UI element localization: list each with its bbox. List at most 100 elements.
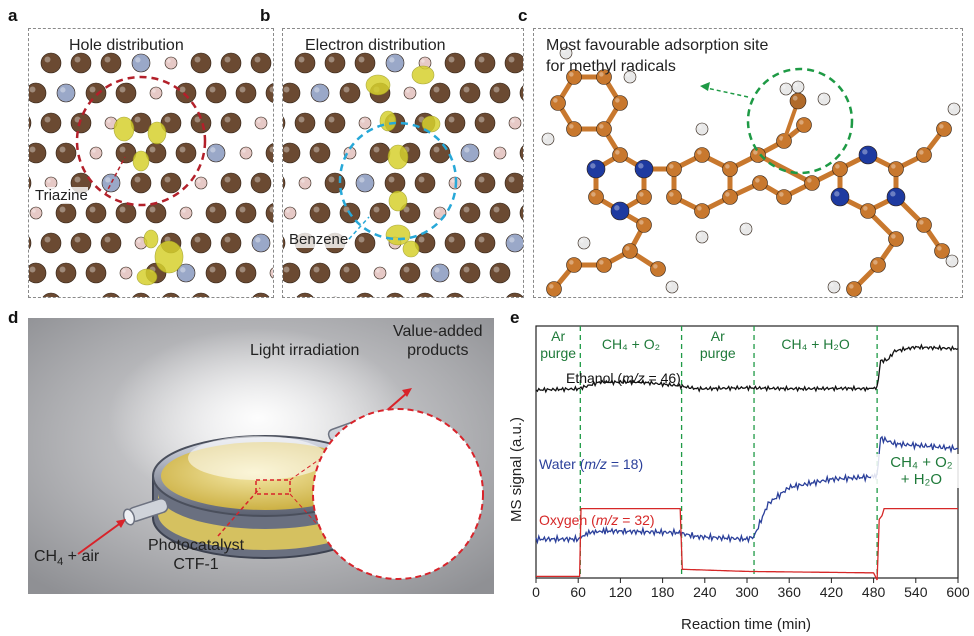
carbon-atom-shine (358, 56, 365, 63)
carbon-atom (444, 232, 466, 254)
carbon-atom-shine (358, 236, 365, 243)
series-label-prefix: Ethanol ( (566, 370, 623, 386)
hydrogen-atom-shine (948, 257, 952, 261)
carbon-atom-shine (328, 116, 335, 123)
carbon-atom (722, 161, 738, 177)
hydrogen-atom-shine (451, 179, 455, 183)
carbon-atom (283, 116, 286, 130)
panel-letter-e: e (510, 308, 520, 327)
carbon-atom (29, 262, 47, 284)
carbon-atom-shine (44, 236, 51, 243)
carbon-atom-shine (863, 206, 868, 211)
x-tick-label: 480 (861, 584, 886, 600)
hydrogen-atom-shine (361, 119, 365, 123)
isosurface-lobe (402, 240, 420, 258)
nitrogen-atom (101, 173, 121, 193)
stage-label-line2: purge (540, 345, 577, 361)
carbon-atom-shine (615, 98, 620, 103)
carbon-atom (722, 189, 738, 205)
hydrogen-atom-shine (421, 59, 425, 63)
carbon-atom (296, 292, 314, 297)
ctf-bond (755, 152, 815, 186)
inlet-label: CH4 + air (34, 548, 99, 568)
hydrogen-atom (298, 176, 312, 190)
carbon-atom (446, 292, 464, 297)
panel-letter-c: c (518, 6, 528, 25)
carbon-atom-shine (449, 296, 454, 297)
hydrogen-atom-shine (742, 225, 746, 229)
carbon-atom (294, 52, 316, 74)
hydrogen-atom (119, 266, 133, 280)
carbon-atom-shine (254, 56, 261, 63)
carbon-atom-shine (269, 206, 273, 213)
nitrogen-atom-shine (60, 87, 66, 93)
nitrogen-atom-shine (464, 147, 470, 153)
hydrogen-atom-shine (286, 209, 290, 213)
carbon-atom-shine (448, 116, 455, 123)
panel-letter-a: a (8, 6, 18, 25)
hydrogen-atom-shine (107, 119, 111, 123)
carbon-atom (190, 112, 212, 134)
carbon-atom (309, 142, 331, 164)
carbon-atom-shine (591, 192, 596, 197)
carbon-atom-shine (755, 178, 760, 183)
adsorption-pointer (701, 86, 749, 98)
carbon-atom (550, 95, 566, 111)
methyl-carbon-atom (789, 92, 807, 110)
carbon-atom-shine (283, 86, 290, 93)
carbon-atom-shine (45, 296, 50, 297)
hydrogen-atom-shine (626, 73, 630, 77)
hydrogen-atom (623, 70, 637, 84)
carbon-atom (870, 257, 886, 273)
hydrogen-atom (577, 236, 591, 250)
carbon-atom (612, 147, 628, 163)
series-label-prefix: Water ( (539, 456, 585, 472)
carbon-atom (309, 262, 331, 284)
carbon-atom-shine (135, 296, 140, 297)
carbon-atom-shine (418, 236, 425, 243)
carbon-atom (444, 52, 466, 74)
carbon-atom-shine (328, 56, 335, 63)
isosurface-lobe (147, 121, 167, 145)
series-label-mz: m/z (622, 370, 645, 386)
isosurface-lobe (365, 74, 391, 96)
carbon-atom (132, 292, 150, 297)
inlet-label-main: CH (34, 548, 58, 565)
carbon-atom-shine (105, 296, 110, 297)
carbon-atom (416, 292, 434, 297)
carbon-atom (175, 82, 197, 104)
carbon-atom-shine (134, 116, 141, 123)
carbon-atom-shine (313, 206, 320, 213)
carbon-atom (235, 262, 257, 284)
carbon-atom-shine (937, 246, 942, 251)
isosurface-lobe (113, 116, 135, 142)
hydrogen-atom (239, 146, 253, 160)
x-tick-label: 360 (777, 584, 801, 600)
carbon-atom-shine (255, 296, 260, 297)
hydrogen-atom-shine (496, 149, 500, 153)
carbon-atom-shine (599, 124, 604, 129)
nitrogen-atom-shine (105, 177, 111, 183)
carbon-atom (115, 82, 137, 104)
carbon-atom-shine (209, 266, 216, 273)
x-tick-label: 540 (904, 584, 928, 600)
carbon-atom (55, 142, 77, 164)
carbon-atom-shine (569, 124, 574, 129)
carbon-atom-shine (119, 206, 126, 213)
carbon-atom-shine (134, 176, 141, 183)
stage-label: CH₄ + O₂ + H₂O (871, 454, 972, 488)
isosurface-lobe (411, 65, 435, 85)
ctf-zoom-circle (312, 408, 484, 580)
hydrogen-atom-shine (562, 49, 566, 53)
carbon-atom (339, 82, 361, 104)
hydrogen-atom (403, 86, 417, 100)
carbon-atom (489, 202, 511, 224)
carbon-atom (40, 232, 62, 254)
carbon-atom (162, 292, 180, 297)
carbon-atom (294, 112, 316, 134)
carbon-atom (506, 292, 523, 297)
carbon-atom (42, 292, 60, 297)
carbon-atom-shine (478, 116, 485, 123)
carbon-atom-shine (799, 120, 804, 125)
nitrogen-atom (460, 143, 480, 163)
